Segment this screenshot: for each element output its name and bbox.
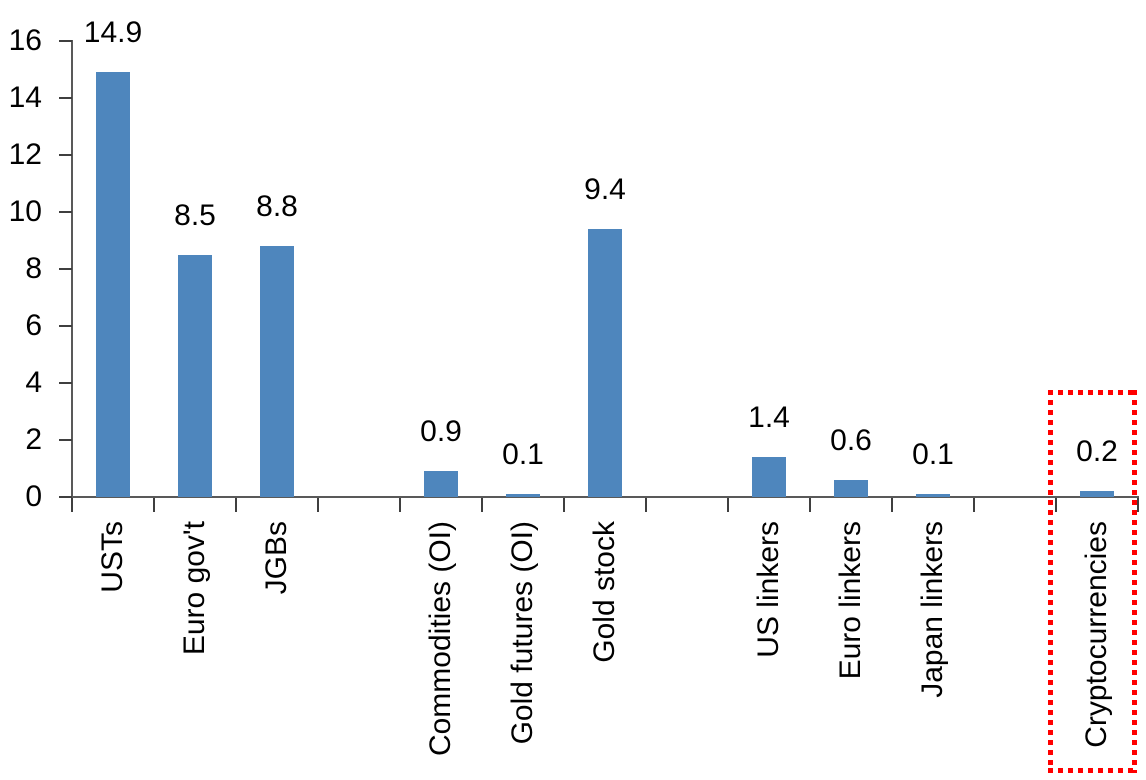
bar-euro-gov-t [178,255,212,497]
y-axis-line [71,40,73,511]
y-tick [59,268,72,270]
x-tick [809,498,811,512]
value-label-us-linkers: 1.4 [748,401,790,434]
y-tick [59,211,72,213]
category-label-us-linkers: US linkers [752,521,785,658]
y-tick-label-6: 6 [25,309,42,342]
bar-gold-futures-oi [506,494,540,497]
y-tick-label-12: 12 [8,138,42,171]
x-tick [645,498,647,512]
category-label-gold-futures-oi: Gold futures (OI) [506,521,539,745]
x-tick [481,498,483,512]
category-label-gold-stock: Gold stock [588,521,621,663]
bar-gold-stock [588,229,622,497]
y-tick [59,40,72,42]
y-tick-label-14: 14 [8,81,42,114]
bar-usts [96,72,130,497]
x-tick [153,498,155,512]
y-tick-label-4: 4 [25,366,42,399]
y-tick-label-2: 2 [25,423,42,456]
value-label-euro-linkers: 0.6 [830,424,872,457]
bar-euro-linkers [834,480,868,497]
value-label-usts: 14.9 [83,16,143,49]
y-tick-label-10: 10 [8,195,42,228]
x-tick [71,498,73,512]
category-label-jgbs: JGBs [260,521,293,595]
x-tick [891,498,893,512]
value-label-commodities-oi: 0.9 [420,415,462,448]
y-tick-label-0: 0 [25,480,42,513]
category-label-usts: USTs [96,521,129,593]
y-tick [59,439,72,441]
category-label-euro-gov-t: Euro gov't [178,521,211,656]
value-label-jgbs: 8.8 [256,190,298,223]
x-tick [1137,498,1139,512]
y-tick [59,154,72,156]
y-tick [59,496,72,498]
value-label-gold-futures-oi: 0.1 [502,438,544,471]
y-tick [59,325,72,327]
category-label-commodities-oi: Commodities (OI) [424,521,457,757]
bar-commodities-oi [424,471,458,497]
x-tick [973,498,975,512]
x-tick [727,498,729,512]
category-label-japan-linkers: Japan linkers [916,521,949,698]
value-label-gold-stock: 9.4 [584,173,626,206]
category-label-euro-linkers: Euro linkers [834,521,867,680]
value-label-japan-linkers: 0.1 [912,438,954,471]
x-tick [563,498,565,512]
cryptocurrencies-highlight-box [1048,390,1137,773]
y-tick-label-16: 16 [8,24,42,57]
y-tick [59,97,72,99]
y-tick [59,382,72,384]
value-label-euro-gov-t: 8.5 [174,199,216,232]
y-tick-label-8: 8 [25,252,42,285]
bar-japan-linkers [916,494,950,497]
x-tick [235,498,237,512]
x-axis-line [71,496,1139,498]
x-tick [317,498,319,512]
bar-us-linkers [752,457,786,497]
x-tick [399,498,401,512]
bar-jgbs [260,246,294,497]
